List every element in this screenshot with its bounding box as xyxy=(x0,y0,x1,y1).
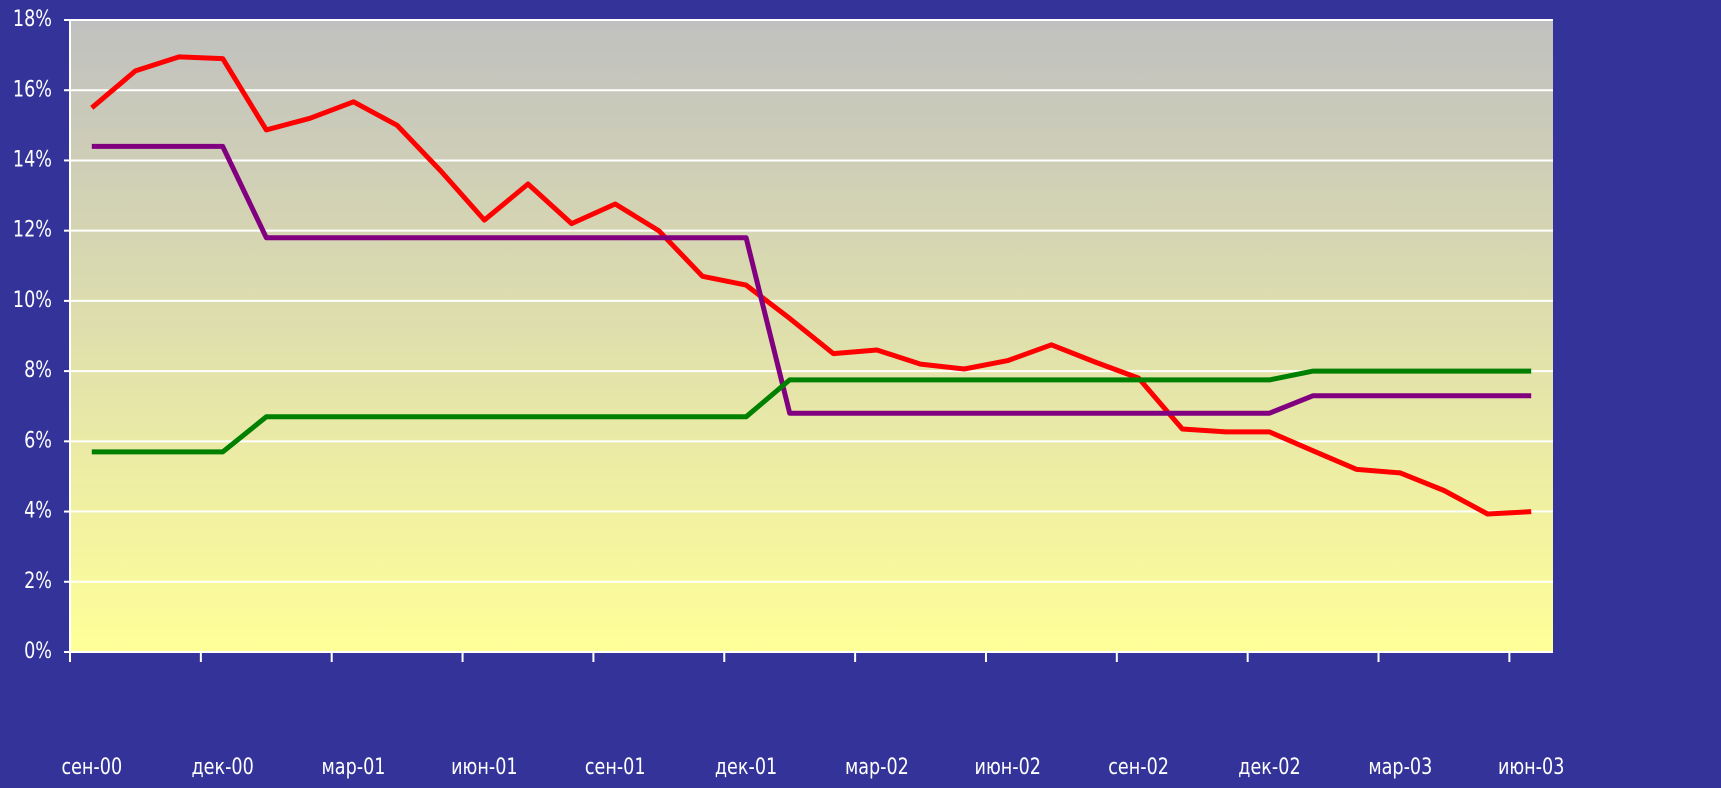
x-tick-label: июн-02 xyxy=(975,754,1041,779)
line-series xyxy=(91,143,1532,416)
y-tick-label: 0% xyxy=(24,638,52,663)
x-tick-label: сен-01 xyxy=(585,754,646,779)
line-series xyxy=(91,368,1532,455)
x-tick-label: мар-03 xyxy=(1368,754,1432,779)
y-tick-label: 4% xyxy=(24,498,52,523)
y-tick-label: 8% xyxy=(24,357,52,382)
x-tick-label: сен-02 xyxy=(1108,754,1169,779)
y-tick-label: 18% xyxy=(13,6,52,31)
y-tick-label: 6% xyxy=(24,428,52,453)
x-tick-label: июн-01 xyxy=(451,754,517,779)
y-tick-label: 14% xyxy=(13,147,52,172)
x-tick-label: мар-02 xyxy=(845,754,909,779)
x-tick-label: дек-02 xyxy=(1238,754,1300,779)
x-tick-label: мар-01 xyxy=(322,754,386,779)
line-series xyxy=(90,54,1532,517)
y-tick-label: 12% xyxy=(13,217,52,242)
y-tick-label: 16% xyxy=(13,76,52,101)
y-tick-label: 10% xyxy=(13,287,52,312)
x-tick-label: сен-00 xyxy=(61,754,122,779)
x-tick-label: дек-00 xyxy=(191,754,253,779)
y-tick-label: 2% xyxy=(24,568,52,593)
x-tick-label: июн-03 xyxy=(1498,754,1564,779)
x-tick-label: дек-01 xyxy=(715,754,777,779)
